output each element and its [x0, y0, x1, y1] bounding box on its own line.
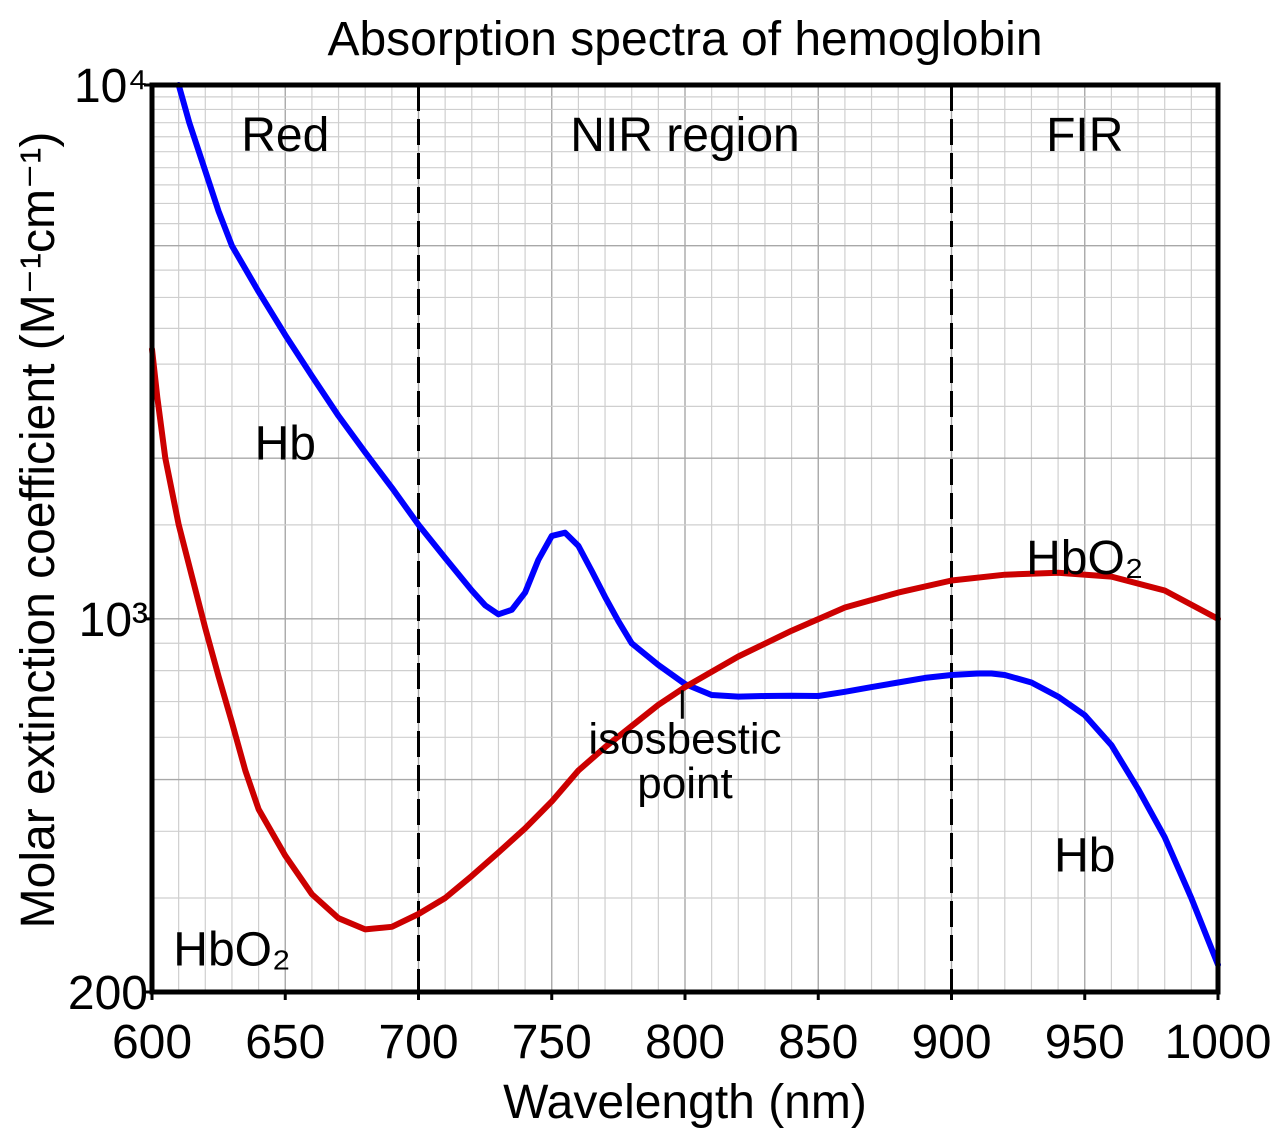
isosbestic-label: point	[637, 759, 732, 808]
x-axis-label: Wavelength (nm)	[503, 1076, 867, 1129]
series-line-hb	[175, 82, 1221, 968]
series	[149, 82, 1221, 968]
x-tick-label: 700	[378, 1016, 458, 1069]
x-tick-label: 650	[245, 1016, 325, 1069]
curve-label: HbO₂	[173, 924, 290, 977]
region-label-red: Red	[241, 109, 329, 162]
x-tick-label: 950	[1045, 1016, 1125, 1069]
x-tick-label: 900	[911, 1016, 991, 1069]
curve-label: HbO₂	[1026, 532, 1143, 585]
x-tick-label: 750	[512, 1016, 592, 1069]
y-tick-label: 10⁴	[74, 60, 148, 113]
x-tick-label: 800	[645, 1016, 725, 1069]
chart-title: Absorption spectra of hemoglobin	[327, 13, 1042, 66]
y-axis-label: Molar extinction coefficient (M⁻¹cm⁻¹)	[12, 132, 65, 929]
series-line-hbo	[149, 346, 1221, 933]
x-tick-label: 850	[778, 1016, 858, 1069]
curve-label: Hb	[255, 418, 316, 471]
y-tick-label: 200	[68, 967, 148, 1020]
region-label-nir: NIR region	[570, 109, 799, 162]
region-dividers	[417, 85, 953, 992]
y-tick-label: 10³	[79, 594, 148, 647]
isosbestic-label: isosbestic	[588, 714, 781, 763]
x-tick-label: 600	[112, 1016, 192, 1069]
labels: Red NIR region FIR Hb HbO₂ HbO₂ Hb isosbesticpo…	[173, 109, 1143, 977]
x-tick-label: 1000	[1165, 1016, 1272, 1069]
ticks: 600 650 700 750 800 850 900 950 1000 200 10³ 10⁴	[68, 60, 1271, 1069]
curve-label: Hb	[1054, 830, 1115, 883]
region-label-fir: FIR	[1046, 109, 1123, 162]
